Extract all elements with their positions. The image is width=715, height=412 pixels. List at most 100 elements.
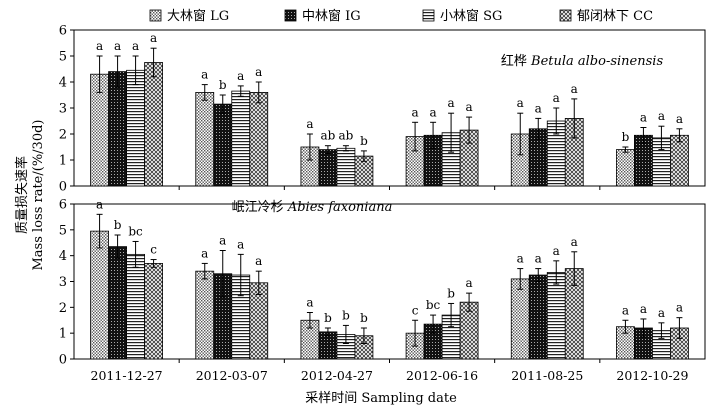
legend-label: 大林窗 LG: [167, 8, 229, 24]
legend-swatch: [149, 9, 162, 22]
significance-letter: a: [466, 276, 473, 290]
significance-letter: a: [571, 235, 578, 249]
y-tick-label: 6: [59, 24, 67, 39]
significance-letter: a: [553, 244, 560, 258]
significance-letter: ab: [320, 129, 335, 143]
legend-entry: 郁闭林下 CC: [559, 9, 653, 24]
bar: [195, 92, 215, 187]
upper-title: 红桦 Betula albo-sinensis: [501, 53, 664, 69]
significance-letter: a: [658, 306, 665, 320]
significance-letter: b: [114, 218, 122, 232]
bar: [249, 92, 269, 187]
significance-letter: a: [201, 246, 208, 260]
significance-letter: ab: [338, 129, 353, 143]
significance-letter: b: [360, 134, 368, 148]
x-tick-label: 2012-06-16: [406, 368, 478, 383]
y-tick-label: 1: [59, 327, 67, 342]
significance-letter: a: [412, 105, 419, 119]
bar: [108, 71, 127, 187]
significance-letter: b: [622, 130, 630, 144]
legend-swatch: [422, 9, 435, 22]
bar: [108, 246, 127, 360]
significance-letter: b: [219, 78, 227, 92]
bar: [546, 272, 566, 360]
significance-letter: a: [517, 252, 524, 266]
legend-entry: 大林窗 LG: [149, 8, 229, 24]
y-tick-label: 6: [59, 198, 67, 213]
significance-letter: a: [571, 82, 578, 96]
bar: [231, 90, 251, 187]
significance-letter: a: [150, 31, 157, 45]
significance-letter: bc: [128, 224, 143, 238]
legend-swatch: [559, 9, 572, 22]
bar: [213, 103, 233, 187]
legend-entry: 中林窗 IG: [284, 8, 361, 24]
plot-frame: [73, 203, 706, 360]
significance-letter: b: [342, 308, 350, 322]
significance-letter: c: [150, 243, 157, 257]
legend-swatch: [284, 9, 297, 22]
x-tick-label: 2012-10-29: [616, 368, 688, 383]
y-tick-label: 4: [59, 76, 67, 91]
significance-letter: a: [676, 112, 683, 126]
significance-letter: a: [201, 68, 208, 82]
significance-letter: a: [448, 96, 455, 110]
significance-letter: a: [255, 254, 262, 268]
significance-letter: a: [96, 197, 103, 211]
y-tick-label: 0: [59, 180, 67, 195]
x-tick-label: 2012-04-27: [301, 368, 373, 383]
significance-letter: a: [430, 105, 437, 119]
significance-letter: a: [255, 65, 262, 79]
bar: [195, 270, 215, 360]
significance-letter: a: [96, 39, 103, 53]
y-tick-label: 0: [59, 353, 67, 368]
y-tick-label: 4: [59, 249, 67, 264]
significance-letter: a: [132, 39, 139, 53]
significance-letter: a: [517, 96, 524, 110]
significance-letter: a: [640, 111, 647, 125]
legend-label: 小林窗 SG: [440, 8, 502, 24]
bar: [144, 263, 163, 360]
significance-letter: b: [324, 311, 332, 325]
significance-letter: c: [412, 303, 419, 317]
x-tick-label: 2011-12-27: [91, 368, 163, 383]
legend-label: 郁闭林下 CC: [577, 9, 653, 24]
x-tick-label: 2011-08-25: [511, 368, 583, 383]
legend: 大林窗 LG 中林窗 IG 小林窗 SG 郁闭林下 CC: [149, 8, 653, 24]
bar: [336, 147, 356, 187]
significance-letter: a: [535, 252, 542, 266]
significance-letter: a: [676, 301, 683, 315]
bar: [126, 253, 145, 360]
y-axis-label-zh: 质量损失速率: [14, 156, 30, 234]
significance-letter: a: [535, 101, 542, 115]
y-axis-label-en: Mass loss rate/(%/30d): [31, 120, 46, 271]
y-axis-label: 质量损失速率 Mass loss rate/(%/30d): [14, 120, 46, 271]
y-tick-label: 3: [59, 275, 67, 290]
significance-letter: a: [219, 234, 226, 248]
significance-letter: a: [306, 117, 313, 131]
significance-letter: a: [237, 69, 244, 83]
y-tick-label: 2: [59, 301, 67, 316]
x-axis-label: 采样时间 Sampling date: [305, 391, 457, 406]
significance-letter: a: [466, 100, 473, 114]
significance-letter: b: [360, 311, 368, 325]
bar: [528, 274, 548, 360]
legend-entry: 小林窗 SG: [422, 8, 502, 24]
bar: [144, 62, 163, 187]
bar: [318, 149, 338, 187]
bar: [510, 278, 530, 360]
y-tick-label: 5: [59, 223, 67, 238]
y-tick-label: 2: [59, 128, 67, 143]
bar: [90, 230, 109, 360]
y-tick-label: 5: [59, 50, 67, 65]
significance-letter: a: [237, 237, 244, 251]
y-tick-label: 3: [59, 102, 67, 117]
significance-letter: a: [306, 296, 313, 310]
x-tick-label: 2012-03-07: [196, 368, 268, 383]
bar: [126, 69, 145, 187]
significance-letter: a: [553, 91, 560, 105]
y-tick-label: 1: [59, 154, 67, 169]
